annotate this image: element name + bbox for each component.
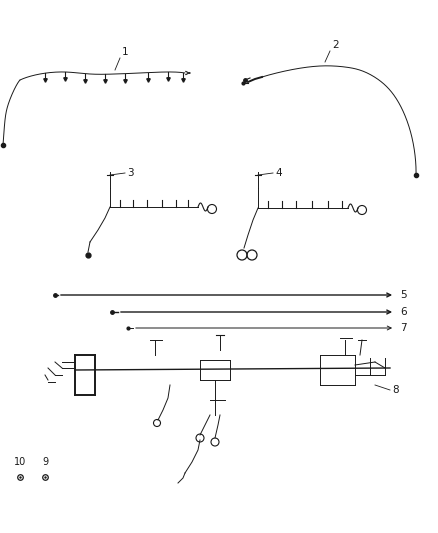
- Text: 8: 8: [392, 385, 399, 395]
- Text: 6: 6: [400, 307, 406, 317]
- Text: 2: 2: [332, 40, 339, 50]
- Text: 5: 5: [400, 290, 406, 300]
- Text: 9: 9: [42, 457, 48, 467]
- Text: 1: 1: [122, 47, 129, 57]
- Text: 4: 4: [275, 168, 282, 178]
- Text: 10: 10: [14, 457, 26, 467]
- Text: 7: 7: [400, 323, 406, 333]
- Text: 3: 3: [127, 168, 134, 178]
